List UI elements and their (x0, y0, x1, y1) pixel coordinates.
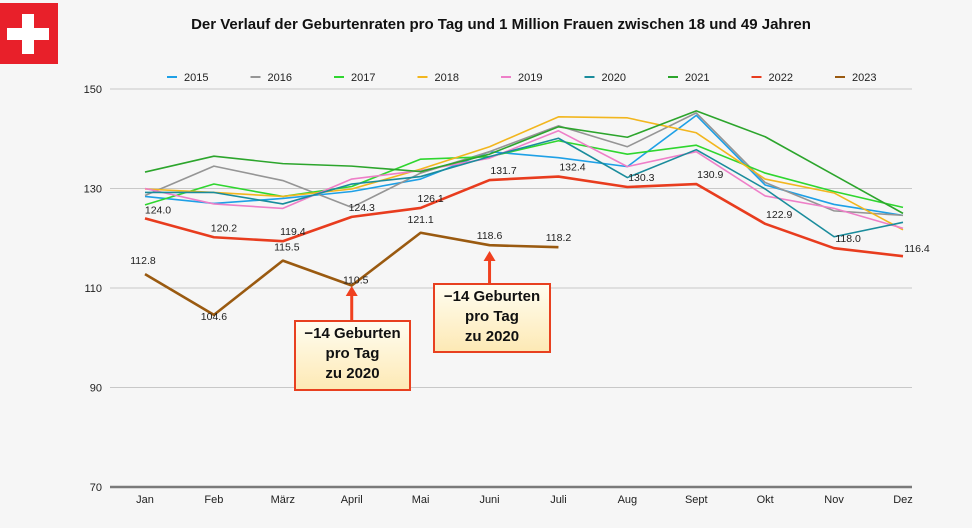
x-tick-label: Sept (685, 494, 708, 506)
x-tick-label: April (341, 494, 363, 506)
data-label-2022: 124.0 (145, 204, 171, 216)
swiss-flag-icon (0, 3, 58, 64)
series-line-2015 (144, 114, 904, 217)
annotation-arrow-head (483, 251, 496, 261)
data-label-2022: 130.9 (697, 169, 723, 181)
y-tick-label: 130 (84, 184, 102, 196)
series-line-2023 (144, 231, 559, 317)
data-label-2022: 122.9 (766, 209, 792, 221)
callout-line: zu 2020 (464, 328, 520, 345)
data-label-2022: 130.3 (628, 172, 654, 184)
legend-label: 2019 (518, 72, 542, 84)
x-tick-label: Aug (618, 494, 638, 506)
data-label-2023: 112.8 (130, 255, 156, 267)
callout-line: pro Tag (325, 345, 380, 362)
annotation-callout-april: −14 Geburten pro Tag zu 2020 (294, 320, 411, 391)
series-line-2021 (144, 110, 904, 215)
data-label-2023: 104.6 (201, 311, 227, 323)
x-tick-label: März (271, 494, 295, 506)
x-tick-label: Feb (204, 494, 223, 506)
y-tick-label: 90 (90, 383, 102, 395)
data-label-2023: 121.1 (407, 214, 433, 226)
legend-label: 2020 (602, 72, 626, 84)
annotation-callout-juni: −14 Geburten pro Tag zu 2020 (433, 283, 551, 353)
series-line-2019 (144, 129, 904, 230)
legend-label: 2018 (435, 72, 459, 84)
data-label-2023: 118.2 (546, 232, 572, 244)
callout-line: pro Tag (465, 308, 519, 325)
data-label-2022: 118.0 (835, 233, 861, 245)
series-line-2020 (145, 137, 904, 238)
flag-cross-vertical (22, 14, 34, 54)
series-line-2022 (144, 175, 904, 258)
series-line-2017 (144, 139, 904, 209)
data-label-2022: 119.4 (280, 226, 306, 238)
legend-label: 2023 (852, 72, 876, 84)
callout-line: zu 2020 (325, 365, 380, 382)
data-label-2022: 131.7 (490, 165, 516, 177)
data-label-2022: 116.4 (904, 243, 930, 255)
data-label-2022: 132.4 (559, 162, 585, 174)
series-line-2016 (144, 112, 904, 217)
y-tick-label: 70 (90, 482, 102, 494)
x-tick-label: Okt (757, 494, 774, 506)
annotation-arrow-head (345, 286, 358, 296)
callout-line: −14 Geburten (443, 288, 541, 305)
data-label-2023: 115.5 (274, 242, 300, 254)
x-tick-label: Jan (136, 494, 154, 506)
legend-label: 2015 (184, 72, 208, 84)
x-tick-label: Juli (550, 494, 567, 506)
y-tick-label: 110 (84, 283, 102, 295)
data-label-2023: 110.5 (343, 275, 369, 287)
legend-label: 2021 (685, 72, 709, 84)
x-tick-label: Dez (893, 494, 913, 506)
legend-label: 2017 (351, 72, 375, 84)
data-label-2023: 118.6 (477, 230, 503, 242)
series-line-2018 (144, 116, 904, 231)
data-label-2022: 120.2 (211, 222, 237, 234)
x-tick-label: Mai (412, 494, 430, 506)
legend-label: 2016 (268, 72, 292, 84)
x-tick-label: Nov (824, 494, 844, 506)
data-label-2022: 126.1 (417, 193, 443, 205)
legend-label: 2022 (769, 72, 793, 84)
y-tick-label: 150 (84, 84, 102, 96)
data-label-2022: 124.3 (349, 202, 375, 214)
callout-line: −14 Geburten (304, 325, 401, 342)
x-tick-label: Juni (479, 494, 499, 506)
chart-title: Der Verlauf der Geburtenraten pro Tag un… (191, 16, 811, 33)
